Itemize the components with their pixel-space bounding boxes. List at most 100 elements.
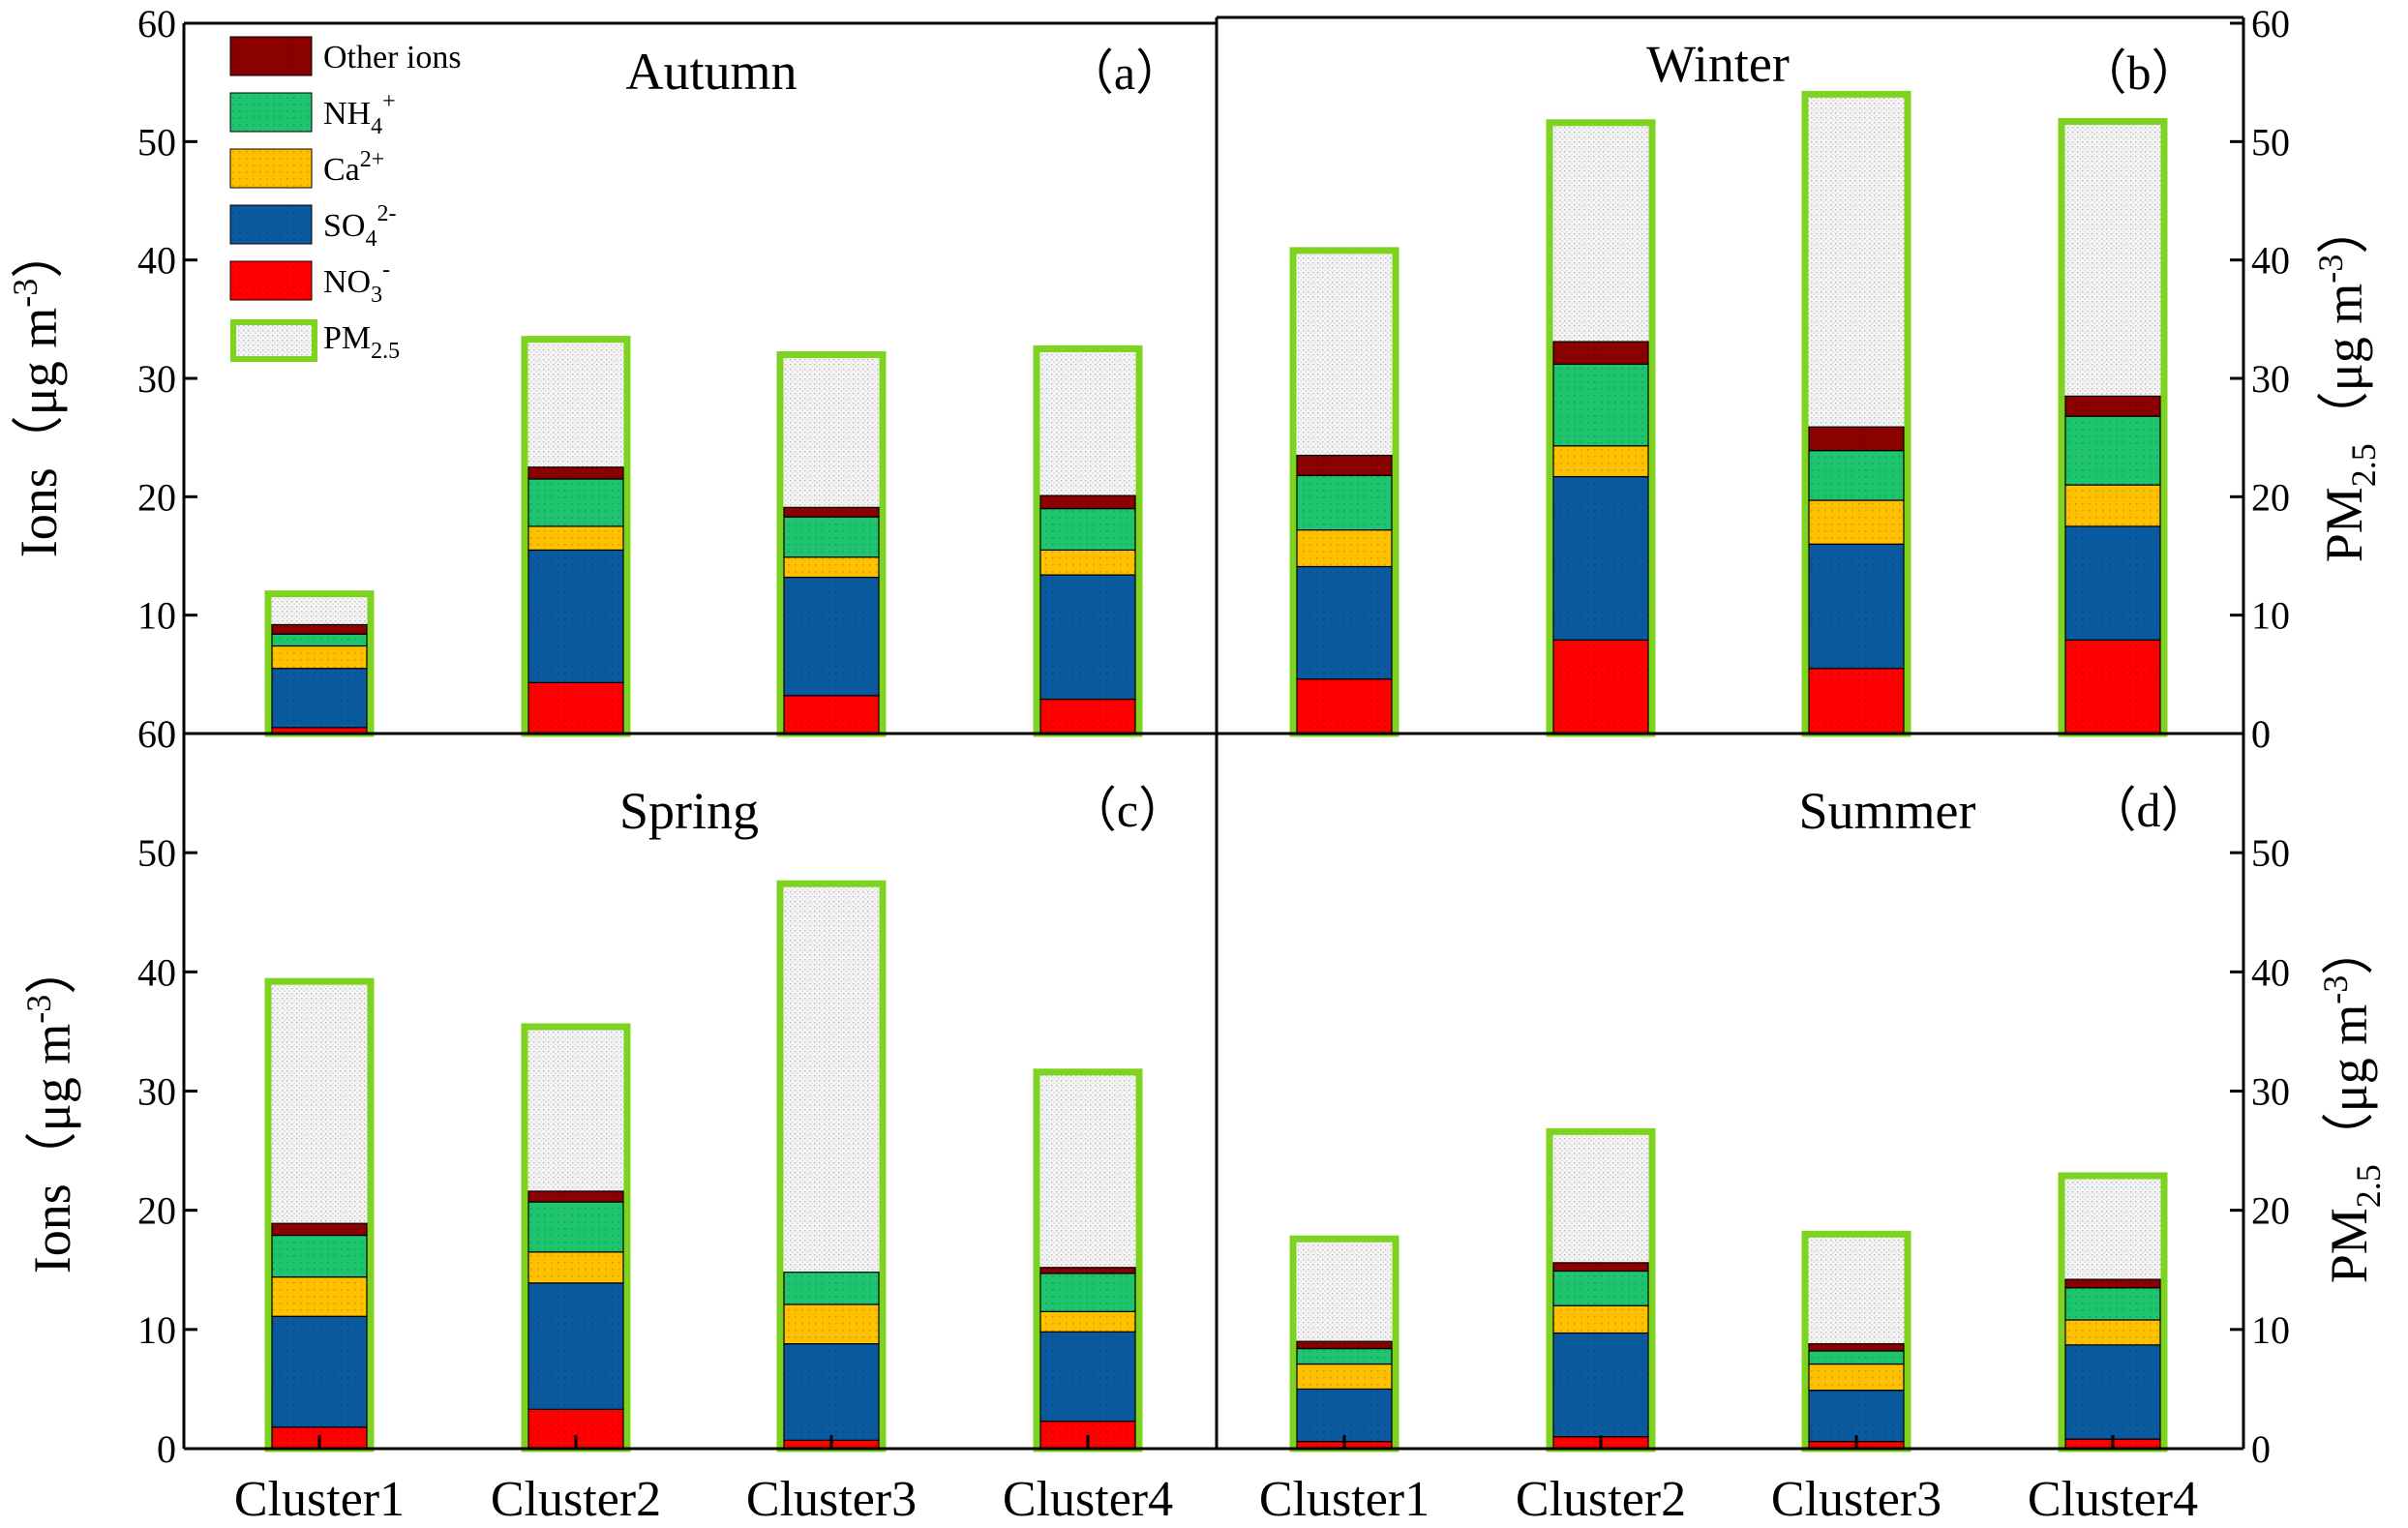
- left-tick-label: 50: [137, 120, 176, 164]
- ca-texture: [1297, 1363, 1392, 1390]
- other-texture: [1553, 342, 1648, 365]
- legend-item-so4: SO42-: [229, 201, 396, 252]
- left-y-label-tail: ）: [10, 226, 68, 279]
- panel-a: Autumn （a）: [264, 43, 1184, 737]
- bar-group-c-cluster3: [776, 880, 887, 1453]
- left-y-label-main: Ions（μg m: [23, 1024, 81, 1273]
- legend-label-main: PM: [323, 320, 371, 356]
- legend-label-sup: 2-: [376, 201, 396, 226]
- left-tick-label: 10: [137, 594, 176, 638]
- so4-texture: [1040, 1332, 1135, 1422]
- other-texture: [528, 466, 623, 479]
- nh4-texture: [1809, 1351, 1904, 1364]
- bar-group-b-cluster3: [1801, 90, 1911, 737]
- left-tick-label: 0: [157, 712, 176, 756]
- ca-texture: [272, 1276, 367, 1317]
- right-tick-label: 50: [2251, 831, 2290, 875]
- legend-swatch-texture: [230, 205, 312, 244]
- no3-texture: [1297, 678, 1392, 734]
- legend-swatch: [230, 319, 317, 362]
- right-y-label-sub: 2.5: [2344, 443, 2383, 487]
- so4-texture: [784, 577, 879, 696]
- legend-item-nh4: NH4+: [229, 89, 396, 139]
- left-y-label-sup: -3: [6, 279, 45, 308]
- other-texture: [2065, 396, 2160, 417]
- legend-label-main: NO: [323, 264, 371, 300]
- nh4-texture: [1040, 1273, 1135, 1312]
- right-y-label-main: PM: [2320, 1208, 2378, 1283]
- ca-texture: [1553, 1305, 1648, 1333]
- ca-texture: [784, 1303, 879, 1344]
- nh4-texture: [2065, 1287, 2160, 1320]
- right-tick-label: 10: [2251, 1308, 2290, 1352]
- bar-group-c-cluster1: [264, 977, 375, 1453]
- ca-texture: [1553, 445, 1648, 477]
- left-y-axis-label: Ions（μg m-3）: [6, 226, 68, 557]
- no3-texture: [272, 727, 367, 734]
- other-texture: [1809, 1343, 1904, 1352]
- left-tick-label: 0: [157, 1427, 176, 1471]
- left-tick-label: 20: [137, 1189, 176, 1233]
- legend-item-other: Other ions: [229, 36, 462, 76]
- legend-label: SO42-: [323, 201, 396, 252]
- right-y-label-sub: 2.5: [2349, 1164, 2388, 1208]
- panel-label-b: （b）: [2079, 45, 2200, 100]
- legend-swatch-texture: [230, 93, 312, 132]
- nh4-texture: [784, 1272, 879, 1304]
- so4-texture: [1297, 1389, 1392, 1442]
- right-tick-label: 0: [2251, 712, 2271, 756]
- bar-group-a-cluster3: [776, 351, 887, 737]
- x-tick-label: Cluster3: [1771, 1472, 1941, 1527]
- bar-group-d-cluster4: [2058, 1172, 2168, 1453]
- so4-texture: [1040, 575, 1135, 700]
- right-tick-label: 20: [2251, 1189, 2290, 1233]
- so4-texture: [1809, 1390, 1904, 1442]
- x-tick-label: Cluster2: [491, 1472, 661, 1527]
- so4-texture: [1553, 1333, 1648, 1437]
- panel-title-b: Winter: [1646, 35, 1790, 93]
- ca-texture: [1297, 529, 1392, 567]
- bar-group-a-cluster1: [264, 590, 375, 737]
- other-texture: [1040, 1267, 1135, 1273]
- no3-texture: [2065, 640, 2160, 734]
- so4-texture: [272, 1316, 367, 1427]
- no3-texture: [784, 695, 879, 734]
- nh4-texture: [1297, 475, 1392, 530]
- left-tick-label: 40: [137, 239, 176, 283]
- panel-title-c: Spring: [619, 782, 759, 840]
- ca-texture: [1040, 550, 1135, 576]
- right-tick-label: 30: [2251, 357, 2290, 401]
- legend-swatch-texture: [230, 149, 312, 188]
- left-tick-label: 10: [137, 1308, 176, 1352]
- ca-texture: [528, 525, 623, 551]
- panel-label-c: （c）: [1069, 783, 1187, 837]
- so4-texture: [528, 1282, 623, 1410]
- no3-texture: [528, 682, 623, 734]
- legend-label: Ca2+: [323, 147, 384, 188]
- right-tick-label: 0: [2251, 712, 2271, 756]
- legend-item-ca: Ca2+: [229, 147, 384, 189]
- panel-c: Spring （c）: [264, 782, 1187, 1453]
- panel-label-d: （d）: [2089, 783, 2210, 837]
- nh4-texture: [528, 1202, 623, 1252]
- panel-title-d: Summer: [1799, 782, 1976, 840]
- right-tick-label: 60: [2251, 2, 2290, 45]
- right-tick-label: 30: [2251, 1070, 2290, 1114]
- left-tick-label: 30: [137, 357, 176, 401]
- right-tick-label: 50: [2251, 120, 2290, 164]
- legend-label: Other ions: [323, 40, 462, 75]
- legend-label: PM2.5: [323, 320, 400, 364]
- legend-label-main: SO: [323, 208, 365, 244]
- panel-label-a: （a）: [1066, 45, 1184, 100]
- ca-texture: [1809, 500, 1904, 545]
- nh4-texture: [272, 1235, 367, 1277]
- left-tick-label: 60: [137, 712, 176, 756]
- nh4-texture: [1040, 508, 1135, 551]
- x-tick-label: Cluster1: [1259, 1472, 1430, 1527]
- right-tick-label: 40: [2251, 239, 2290, 283]
- legend-swatch-texture: [230, 261, 312, 300]
- right-y-label-tail: （μg m: [2315, 284, 2373, 443]
